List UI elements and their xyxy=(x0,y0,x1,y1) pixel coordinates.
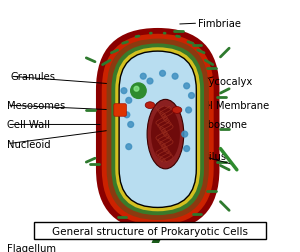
Circle shape xyxy=(186,108,191,113)
Circle shape xyxy=(124,112,130,118)
FancyBboxPatch shape xyxy=(115,48,200,211)
Ellipse shape xyxy=(172,107,182,114)
Text: Fimbriae: Fimbriae xyxy=(198,19,241,29)
Text: Glycocalyx: Glycocalyx xyxy=(198,77,253,87)
Circle shape xyxy=(140,74,146,80)
Circle shape xyxy=(128,122,134,128)
Ellipse shape xyxy=(147,100,184,169)
Circle shape xyxy=(189,93,194,99)
Circle shape xyxy=(134,87,139,92)
Circle shape xyxy=(160,71,165,77)
Circle shape xyxy=(126,144,132,150)
FancyBboxPatch shape xyxy=(111,44,204,215)
FancyBboxPatch shape xyxy=(119,52,196,208)
FancyBboxPatch shape xyxy=(96,29,220,231)
Text: Nucleoid: Nucleoid xyxy=(7,139,51,149)
Ellipse shape xyxy=(151,107,180,162)
Circle shape xyxy=(184,146,190,152)
Text: General structure of Prokaryotic Cells: General structure of Prokaryotic Cells xyxy=(52,226,248,236)
Circle shape xyxy=(131,84,146,99)
Circle shape xyxy=(147,79,153,85)
FancyBboxPatch shape xyxy=(106,39,209,220)
Circle shape xyxy=(182,132,188,137)
FancyBboxPatch shape xyxy=(114,104,126,117)
Circle shape xyxy=(172,74,178,80)
Text: Cell Membrane: Cell Membrane xyxy=(194,101,270,111)
Text: Mesosomes: Mesosomes xyxy=(7,101,65,111)
FancyBboxPatch shape xyxy=(119,52,196,208)
Text: Flagellum: Flagellum xyxy=(7,243,56,252)
Text: Pilus: Pilus xyxy=(203,152,226,162)
Circle shape xyxy=(184,84,190,89)
Ellipse shape xyxy=(145,102,155,109)
Text: Ribosome: Ribosome xyxy=(198,120,247,130)
Text: Cell Wall: Cell Wall xyxy=(7,120,50,130)
Text: Granules: Granules xyxy=(10,72,55,82)
Circle shape xyxy=(126,98,132,104)
Circle shape xyxy=(121,88,127,94)
FancyBboxPatch shape xyxy=(102,35,214,225)
FancyBboxPatch shape xyxy=(34,222,266,239)
